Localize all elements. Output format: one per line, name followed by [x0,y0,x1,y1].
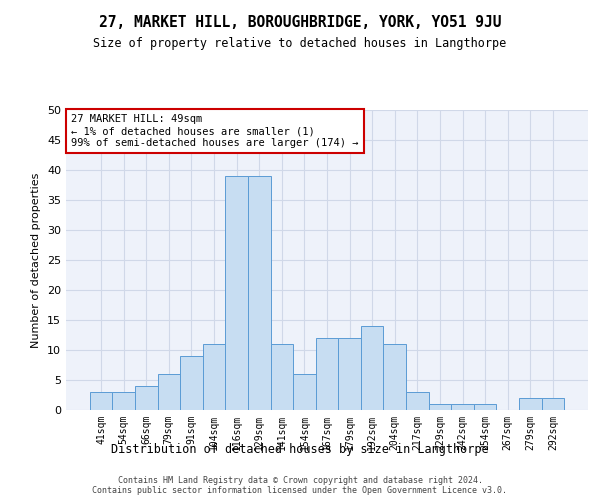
Bar [112,392,135,410]
Bar [542,398,564,410]
Bar [158,374,180,410]
Bar [519,398,542,410]
Text: 27, MARKET HILL, BOROUGHBRIDGE, YORK, YO51 9JU: 27, MARKET HILL, BOROUGHBRIDGE, YORK, YO… [99,15,501,30]
Bar [474,404,496,410]
Bar [248,176,271,410]
Bar [406,392,428,410]
Bar [293,374,316,410]
Bar [383,344,406,410]
Text: 27 MARKET HILL: 49sqm
← 1% of detached houses are smaller (1)
99% of semi-detach: 27 MARKET HILL: 49sqm ← 1% of detached h… [71,114,359,148]
Bar [135,386,158,410]
Bar [451,404,474,410]
Text: Size of property relative to detached houses in Langthorpe: Size of property relative to detached ho… [94,38,506,51]
Bar [361,326,383,410]
Bar [338,338,361,410]
Text: Contains HM Land Registry data © Crown copyright and database right 2024.
Contai: Contains HM Land Registry data © Crown c… [92,476,508,495]
Bar [203,344,226,410]
Bar [271,344,293,410]
Y-axis label: Number of detached properties: Number of detached properties [31,172,41,348]
Text: Distribution of detached houses by size in Langthorpe: Distribution of detached houses by size … [111,442,489,456]
Bar [90,392,112,410]
Bar [226,176,248,410]
Bar [180,356,203,410]
Bar [428,404,451,410]
Bar [316,338,338,410]
